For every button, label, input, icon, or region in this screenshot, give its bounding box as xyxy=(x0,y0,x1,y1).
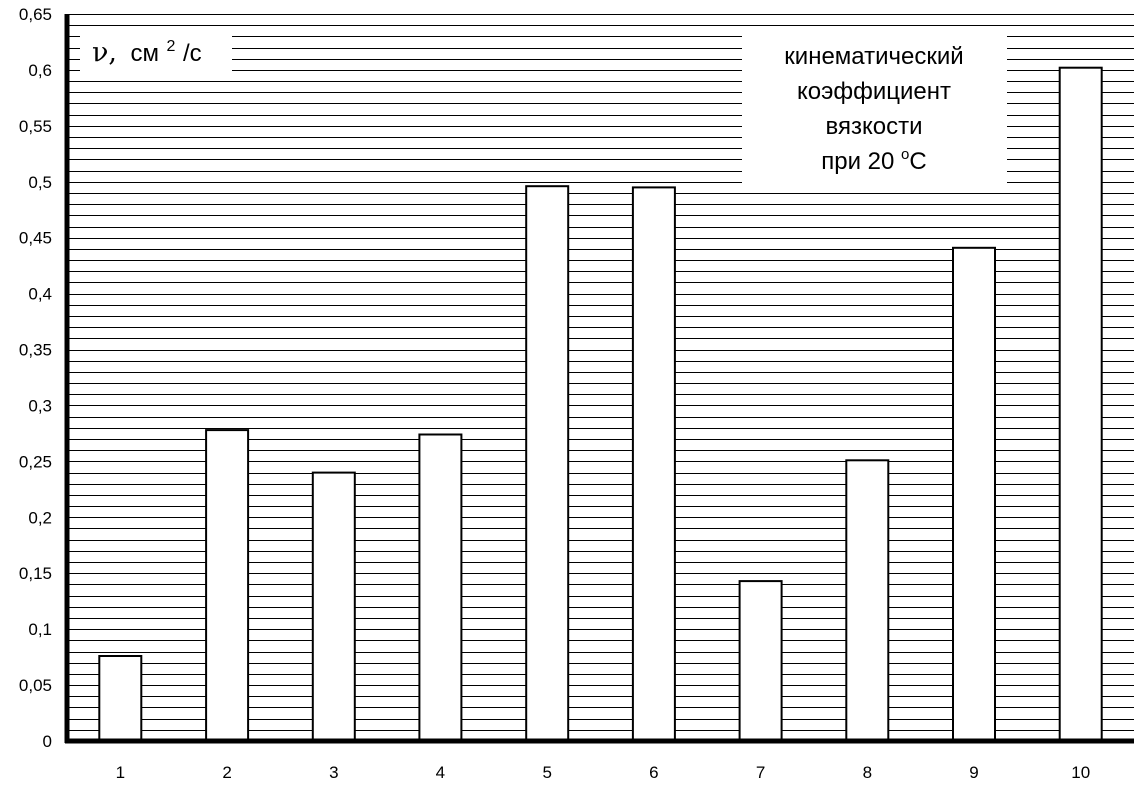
bar-2 xyxy=(205,429,250,742)
y-tick-label: 0,5 xyxy=(28,173,52,192)
bar-5 xyxy=(525,185,570,742)
bar-8 xyxy=(845,459,890,742)
x-tick-label: 7 xyxy=(756,763,765,782)
annotation-background xyxy=(742,28,1007,188)
y-tick-label: 0,35 xyxy=(19,341,52,360)
axes xyxy=(64,14,1134,744)
bar-1 xyxy=(98,655,143,742)
y-axis-unit: см xyxy=(131,40,160,67)
y-axis-label-background xyxy=(80,28,232,74)
x-tick-label: 4 xyxy=(436,763,445,782)
x-tick-labels: 1 2 3 4 5 6 7 8 9 10 xyxy=(116,763,1091,782)
x-tick-label: 6 xyxy=(649,763,658,782)
y-tick-label: 0,3 xyxy=(28,397,52,416)
y-tick-label: 0,65 xyxy=(19,5,52,24)
y-axis-label: ν, см 2 /с xyxy=(80,27,232,74)
x-tick-label: 1 xyxy=(116,763,125,782)
svg-text:ν, см 2: ν, см 2 /с xyxy=(92,27,202,68)
bar-6 xyxy=(631,186,676,742)
annotation-line-2: коэффициент xyxy=(797,78,951,105)
annotation-line-4: при 20 xyxy=(821,148,901,175)
y-tick-label: 0,45 xyxy=(19,229,52,248)
y-tick-label: 0,55 xyxy=(19,117,52,136)
x-tick-label: 5 xyxy=(542,763,551,782)
annotation-box: кинематический коэффициент вязкости при … xyxy=(742,28,1007,188)
y-axis-unit-tail: /с xyxy=(183,40,202,67)
bar-9 xyxy=(952,246,996,743)
bar-3 xyxy=(311,471,356,742)
annotation-unit: C xyxy=(909,148,926,175)
y-tick-label: 0,2 xyxy=(28,508,52,527)
svg-text:при 20 oC: при 20 oC xyxy=(821,146,926,175)
annotation-line-1: кинематический xyxy=(784,43,963,70)
x-tick-label: 2 xyxy=(222,763,231,782)
y-tick-label: 0,15 xyxy=(19,564,52,583)
annotation-degree: o xyxy=(901,146,909,163)
x-tick-label: 3 xyxy=(329,763,338,782)
bar-7 xyxy=(738,580,783,742)
y-axis-unit-exponent: 2 xyxy=(167,38,176,55)
x-tick-label: 8 xyxy=(863,763,872,782)
y-tick-label: 0,1 xyxy=(28,620,52,639)
y-tick-labels: 0 0,05 0,1 0,15 0,2 0,25 0,3 0,35 0,4 0,45 0,5 0,55… xyxy=(19,5,52,751)
x-tick-label: 9 xyxy=(969,763,978,782)
bars xyxy=(98,66,1103,743)
y-tick-label: 0,4 xyxy=(28,285,52,304)
y-tick-label: 0,6 xyxy=(28,61,52,80)
bar-4 xyxy=(418,433,463,742)
y-axis-symbol: ν, xyxy=(92,37,117,68)
bar-10 xyxy=(1058,66,1103,742)
annotation-line-3: вязкости xyxy=(826,113,923,140)
y-tick-label: 0,05 xyxy=(19,676,52,695)
y-tick-label: 0,25 xyxy=(19,452,52,471)
y-tick-label: 0 xyxy=(43,732,52,751)
x-tick-label: 10 xyxy=(1071,763,1090,782)
